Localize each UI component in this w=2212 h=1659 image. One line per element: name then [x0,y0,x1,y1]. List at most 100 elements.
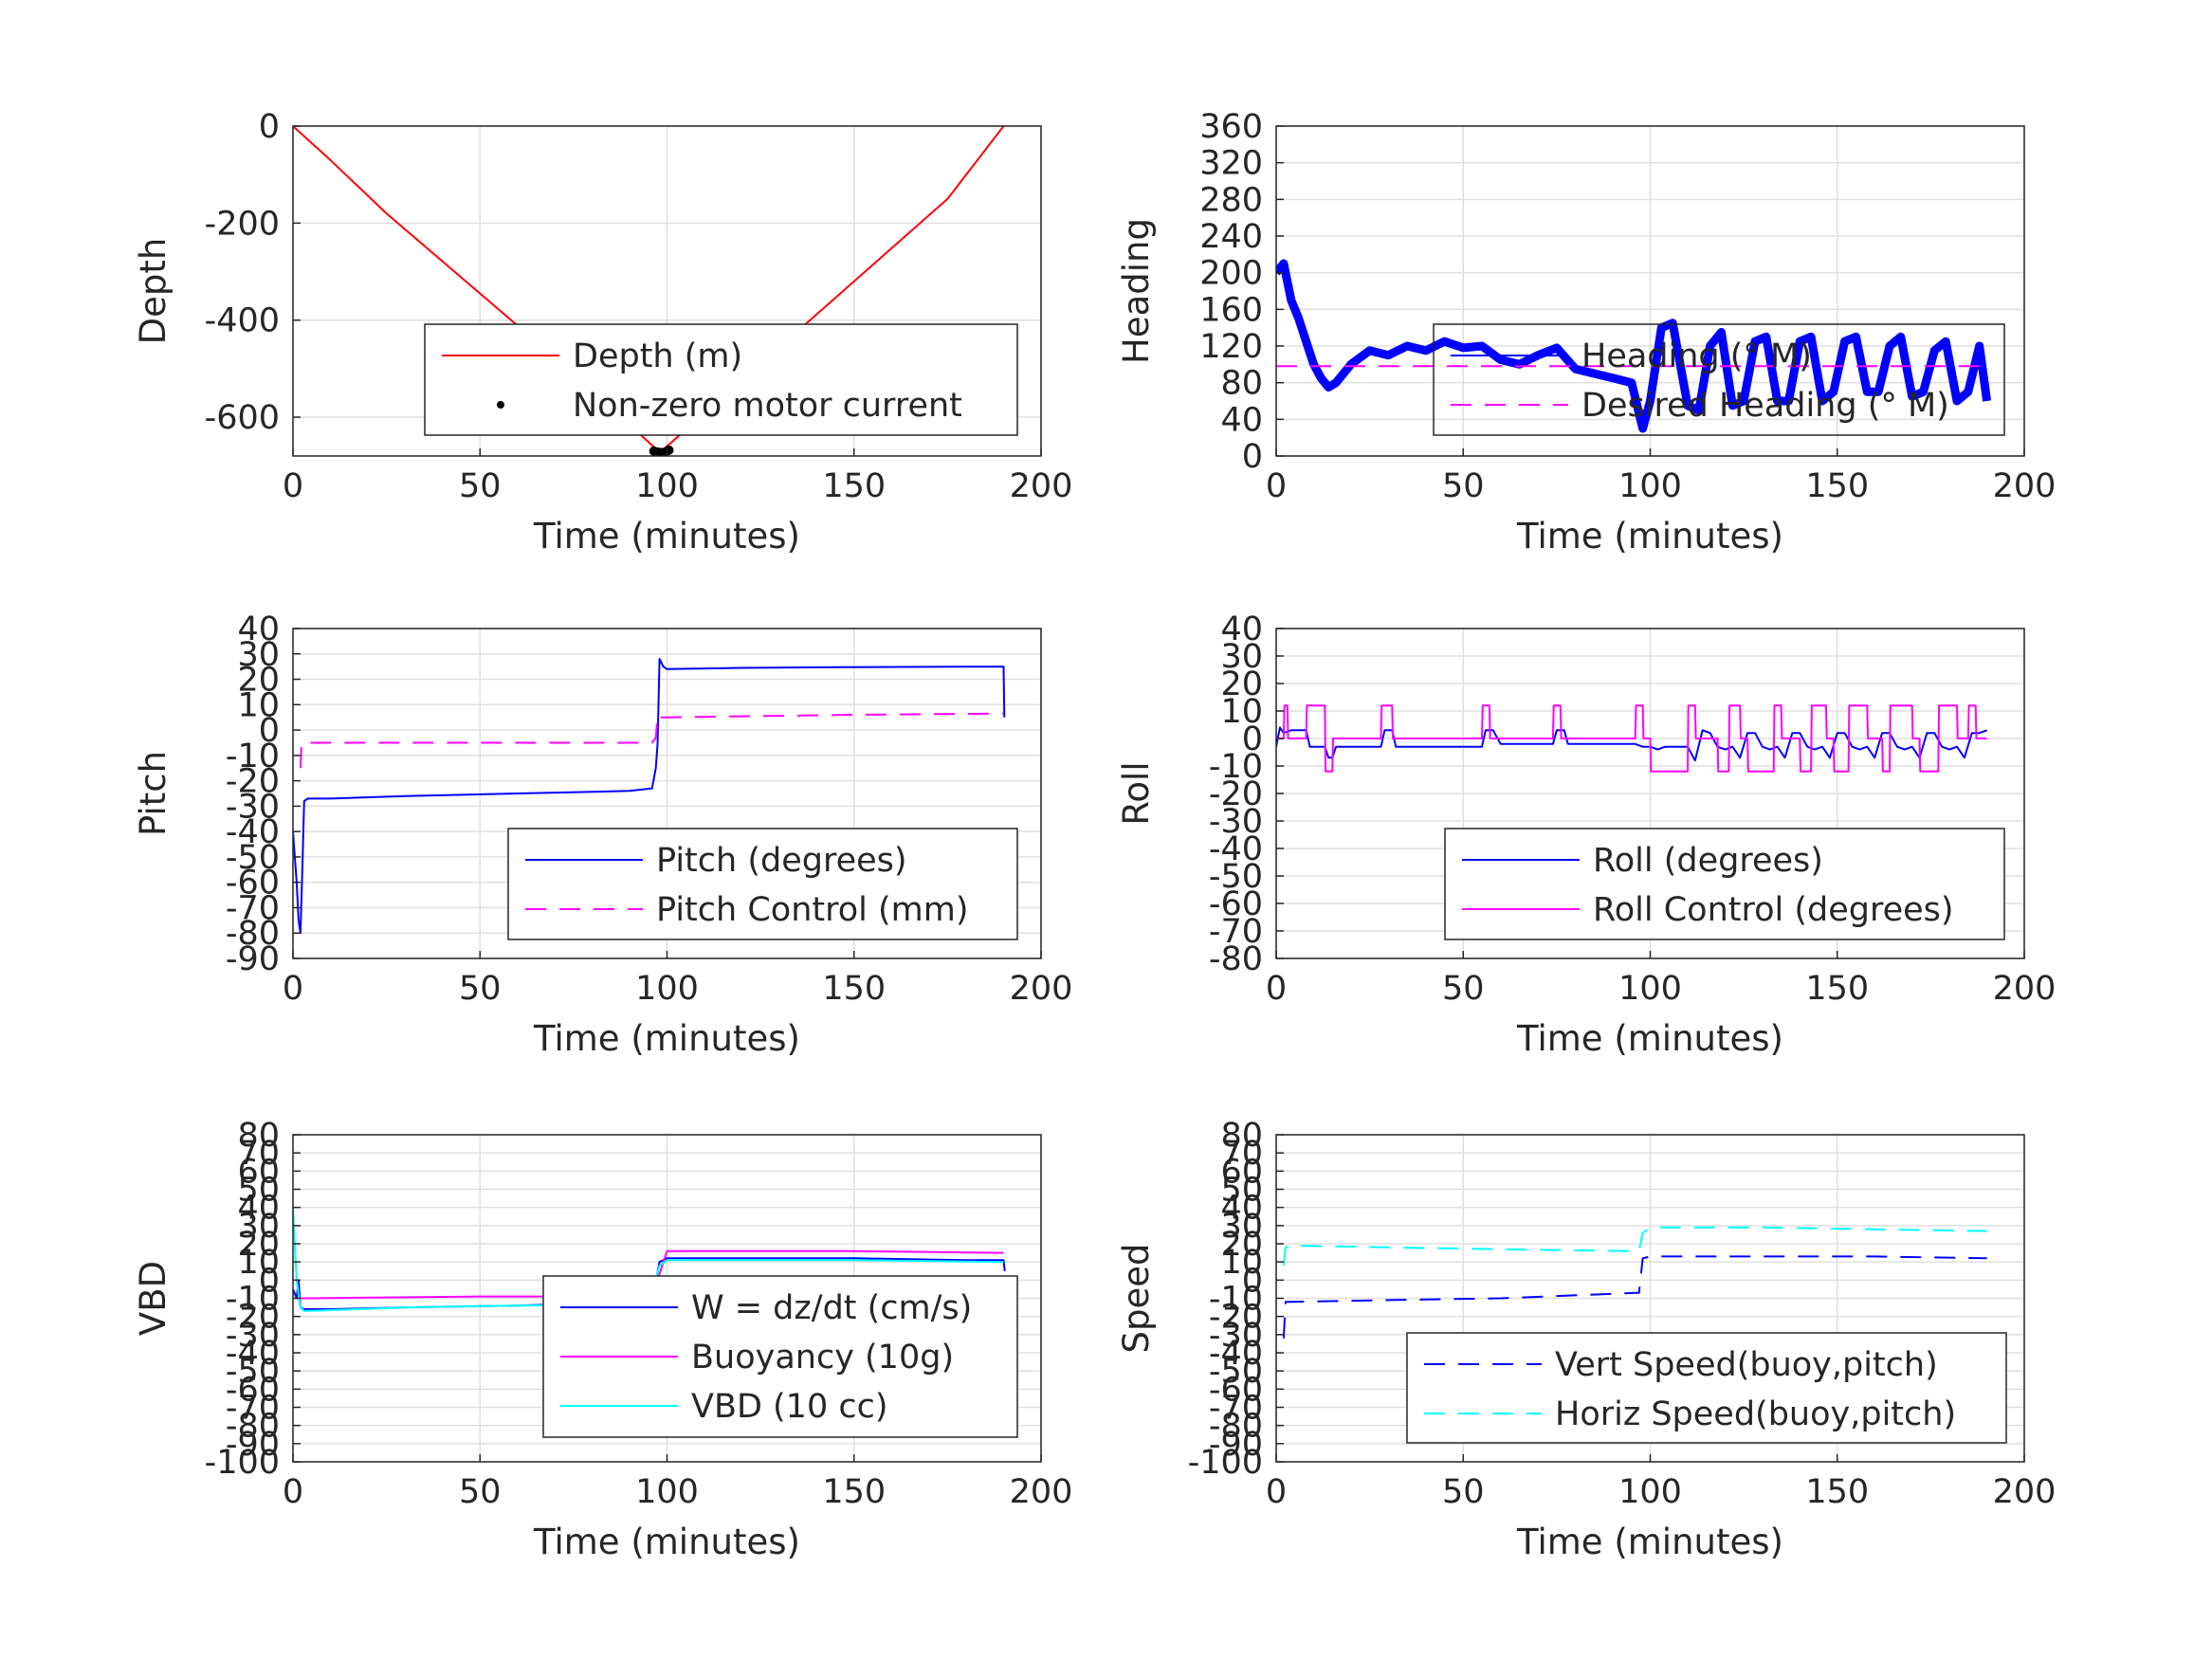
y-tick-label: -40 [1209,830,1263,868]
legend-box [1406,1332,2007,1444]
chart-pitch: 0 50 100 150 200403020100-10-20-30-40-50-60-… [133,611,1072,1059]
plot-area [1276,259,1992,433]
legend-label: Roll (degrees) [1593,842,1823,880]
y-tick-label: -60 [1209,885,1263,923]
y-tick-label: -100 [1188,1444,1263,1482]
chart-speed: 0 50 100 150 20080706050403020100-10-20-30-4… [1116,1117,2056,1562]
y-tick-label: 30 [237,1208,280,1246]
y-tick-label: 10 [1220,1244,1263,1282]
y-tick-label: -50 [226,1353,280,1391]
tick-labels: 0 50 100 150 20080706050403020100-10-20-30-4… [205,1117,1073,1511]
y-tick-label: -60 [226,1371,280,1409]
x-tick-label: 200 [1010,970,1073,1008]
series-vbd-10-cc- [293,1207,1004,1312]
y-tick-label: 30 [1220,1208,1263,1246]
chart-heading: 0 50 100 150 20004080120160200240280320360Ti… [1116,108,2056,556]
y-axis-label: VBD [133,1261,174,1336]
tick-labels: 0 50 100 150 200 0 -200 -400 -600 [205,108,1073,505]
legend-label: Heading (° M) [1581,337,1812,375]
x-tick-label: 150 [1805,467,1869,505]
y-tick-label: -70 [1209,1390,1263,1428]
y-tick-label: 40 [237,1190,280,1228]
x-tick-label: 50 [1442,970,1485,1008]
legend: Depth (m) Non-zero motor current [424,323,1018,436]
y-tick-label: 40 [237,611,280,648]
y-tick-label: -600 [205,399,280,437]
x-tick-label: 0 [1266,1473,1287,1511]
legend-item: Horiz Speed(buoy,pitch) [1424,1395,1956,1433]
x-axis-label: Time (minutes) [533,516,800,556]
y-axis-label: Roll [1116,761,1157,825]
x-tick-label: 100 [635,1473,699,1511]
plot-area [1282,1226,1987,1339]
legend-item: Depth (m) [442,337,742,375]
y-tick-label: -20 [226,763,280,801]
y-tick-label: -80 [226,1408,280,1446]
x-tick-label: 0 [1266,970,1287,1008]
legend-item: VBD (10 cc) [560,1388,888,1426]
y-tick-label: -10 [226,738,280,775]
y-tick-label: -20 [1209,775,1263,813]
legend-label: Horiz Speed(buoy,pitch) [1555,1395,1956,1433]
y-tick-label: -70 [226,889,280,927]
x-tick-label: 100 [1618,467,1682,505]
y-tick-label: -30 [1209,803,1263,841]
y-tick-label: 60 [1220,1153,1263,1191]
y-tick-label: -90 [1209,1426,1263,1464]
y-tick-label: 40 [1220,401,1263,439]
x-tick-label: 150 [1805,970,1869,1008]
legend-box [424,323,1018,436]
legend-label: Pitch (degrees) [656,842,907,880]
y-tick-label: -70 [226,1390,280,1428]
y-axis-label: Speed [1116,1244,1157,1354]
y-tick-label: 200 [1199,255,1263,293]
y-tick-label: 0 [1242,720,1263,758]
y-tick-label: -30 [1209,1317,1263,1355]
legend: Roll (degrees) Roll Control (degrees) [1444,828,2005,940]
y-tick-label: 20 [1220,665,1263,703]
y-tick-label: -50 [1209,858,1263,896]
legend-item: Roll (degrees) [1462,842,1823,880]
x-axis-label: Time (minutes) [1516,1522,1783,1562]
y-tick-label: 60 [237,1153,280,1191]
series-pitch-control-mm- [299,712,1004,769]
legend-marker [497,401,504,409]
y-tick-label: 30 [237,636,280,674]
x-tick-label: 150 [822,467,886,505]
y-tick-label: 280 [1199,181,1263,219]
x-tick-label: 50 [1442,467,1485,505]
y-tick-label: 80 [1220,1117,1263,1155]
x-tick-label: 100 [635,970,699,1008]
x-tick-label: 100 [1618,1473,1682,1511]
y-tick-label: -50 [226,839,280,877]
chart-vbd: 0 50 100 150 20080706050403020100-10-20-30-4… [133,1117,1072,1562]
legend-label: Roll Control (degrees) [1593,891,1954,929]
y-tick-label: -40 [226,813,280,851]
legend-item: Pitch (degrees) [525,842,907,880]
legend-label: Buoyancy (10g) [691,1339,954,1376]
legend-label: Desired Heading (° M) [1581,387,1949,425]
series-non-zero-motor-current [649,445,674,456]
plot-area [293,658,1006,935]
y-tick-label: -10 [1209,748,1263,786]
x-tick-label: 0 [283,467,303,505]
y-tick-label: -40 [226,1335,280,1373]
y-tick-label: 10 [237,686,280,724]
y-tick-label: 0 [259,712,280,750]
x-tick-label: 50 [459,1473,502,1511]
x-axis-label: Time (minutes) [533,1522,800,1562]
y-tick-label: 30 [1220,638,1263,676]
y-axis-label: Pitch [133,751,174,836]
chart-depth: 0 50 100 150 200 0 -200 -400 -600 Time (minutes) D… [133,108,1072,556]
legend-label: Pitch Control (mm) [656,891,968,929]
x-tick-label: 200 [1993,970,2057,1008]
chart-roll: 0 50 100 150 200403020100-10-20-30-40-50-60-… [1116,611,2056,1059]
y-tick-label: -10 [226,1281,280,1319]
series-roll-degrees- [1276,726,1987,762]
y-tick-label: 0 [1242,438,1263,476]
x-axis-label: Time (minutes) [1516,516,1783,556]
legend: Vert Speed(buoy,pitch) Horiz Speed(buoy,p… [1406,1332,2007,1444]
y-tick-label: -40 [1209,1335,1263,1373]
y-tick-label: 40 [1220,611,1263,648]
